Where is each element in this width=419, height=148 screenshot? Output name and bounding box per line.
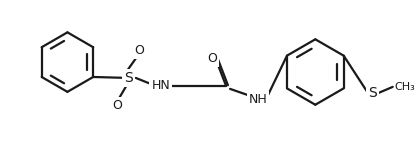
- Text: HN: HN: [151, 79, 170, 92]
- Text: O: O: [134, 44, 144, 57]
- Text: CH₃: CH₃: [395, 82, 415, 92]
- Text: S: S: [124, 71, 133, 85]
- Text: S: S: [368, 86, 377, 100]
- Text: O: O: [207, 52, 217, 65]
- Text: O: O: [112, 99, 122, 112]
- Text: NH: NH: [248, 93, 267, 106]
